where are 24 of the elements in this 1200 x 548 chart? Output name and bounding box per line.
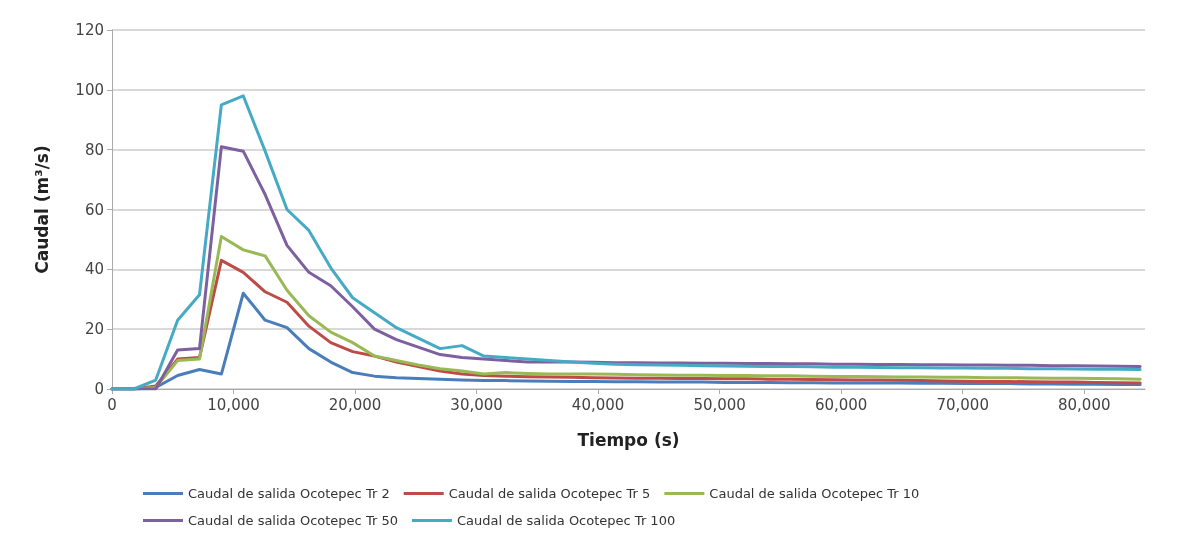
x-tick-label: 50,000 — [693, 395, 746, 414]
line-series — [110, 94, 1142, 391]
y-tick-label: 120 — [75, 21, 104, 39]
x-tick-label: 20,000 — [328, 395, 382, 414]
x-tick-label: 30,000 — [450, 395, 503, 414]
y-tick-label: 20 — [84, 320, 104, 339]
legend-label: Caudal de salida Ocotepec Tr 2 — [188, 486, 390, 501]
legend-label: Caudal de salida Ocotepec Tr 50 — [188, 513, 398, 528]
x-axis-title: Tiempo (s) — [577, 429, 680, 450]
x-tick-label: 10,000 — [207, 395, 260, 414]
x-tick-label: 70,000 — [936, 395, 989, 414]
y-tick-label: 0 — [94, 380, 104, 398]
legend-label: Caudal de salida Ocotepec Tr 10 — [709, 486, 920, 501]
legend-label: Caudal de salida Ocotepec Tr 5 — [448, 486, 651, 501]
x-tick-label: 40,000 — [571, 395, 625, 414]
x-tick-label: 60,000 — [814, 395, 868, 414]
x-tick-label: 0 — [107, 395, 117, 414]
x-tick-label: 80,000 — [1057, 395, 1111, 414]
y-tick-label: 40 — [84, 260, 104, 279]
y-tick-label: 60 — [84, 200, 104, 219]
legend-label: Caudal de salida Ocotepec Tr 100 — [456, 513, 676, 528]
y-tick-label: 80 — [84, 140, 104, 159]
y-tick-label: 100 — [75, 80, 104, 99]
y-axis-title: Caudal (m³/s) — [31, 145, 52, 274]
